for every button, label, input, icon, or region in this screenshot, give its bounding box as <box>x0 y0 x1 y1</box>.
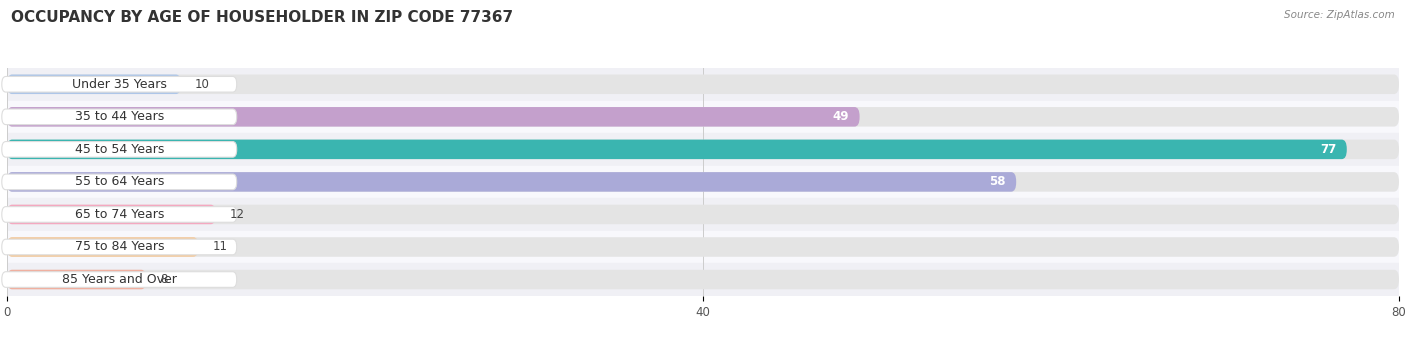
FancyBboxPatch shape <box>1 207 236 222</box>
FancyBboxPatch shape <box>7 205 217 224</box>
FancyBboxPatch shape <box>1 141 236 157</box>
FancyBboxPatch shape <box>7 270 1399 289</box>
Text: 77: 77 <box>1320 143 1336 156</box>
Text: 8: 8 <box>160 273 167 286</box>
Text: 75 to 84 Years: 75 to 84 Years <box>75 240 165 254</box>
Text: 11: 11 <box>212 240 228 254</box>
FancyBboxPatch shape <box>7 74 181 94</box>
Text: 35 to 44 Years: 35 to 44 Years <box>75 110 165 123</box>
FancyBboxPatch shape <box>7 270 146 289</box>
FancyBboxPatch shape <box>7 237 198 257</box>
FancyBboxPatch shape <box>7 140 1399 159</box>
Bar <box>7 231 1399 263</box>
Text: 85 Years and Over: 85 Years and Over <box>62 273 177 286</box>
Bar <box>7 68 1399 101</box>
Text: 49: 49 <box>832 110 849 123</box>
Text: 12: 12 <box>229 208 245 221</box>
FancyBboxPatch shape <box>7 205 1399 224</box>
FancyBboxPatch shape <box>1 272 236 287</box>
FancyBboxPatch shape <box>1 239 236 255</box>
FancyBboxPatch shape <box>7 237 1399 257</box>
FancyBboxPatch shape <box>1 174 236 190</box>
Text: 55 to 64 Years: 55 to 64 Years <box>75 175 165 188</box>
Text: Source: ZipAtlas.com: Source: ZipAtlas.com <box>1284 10 1395 20</box>
Bar <box>7 263 1399 296</box>
Text: 45 to 54 Years: 45 to 54 Years <box>75 143 165 156</box>
FancyBboxPatch shape <box>1 109 236 125</box>
Bar <box>7 198 1399 231</box>
Text: 10: 10 <box>195 78 209 91</box>
Text: 58: 58 <box>990 175 1005 188</box>
Bar <box>7 101 1399 133</box>
Text: OCCUPANCY BY AGE OF HOUSEHOLDER IN ZIP CODE 77367: OCCUPANCY BY AGE OF HOUSEHOLDER IN ZIP C… <box>11 10 513 25</box>
FancyBboxPatch shape <box>7 172 1017 192</box>
FancyBboxPatch shape <box>7 172 1399 192</box>
FancyBboxPatch shape <box>7 74 1399 94</box>
Bar <box>7 166 1399 198</box>
Text: 65 to 74 Years: 65 to 74 Years <box>75 208 165 221</box>
FancyBboxPatch shape <box>7 107 1399 126</box>
FancyBboxPatch shape <box>7 107 859 126</box>
FancyBboxPatch shape <box>7 140 1347 159</box>
Text: Under 35 Years: Under 35 Years <box>72 78 167 91</box>
Bar <box>7 133 1399 166</box>
FancyBboxPatch shape <box>1 76 236 92</box>
